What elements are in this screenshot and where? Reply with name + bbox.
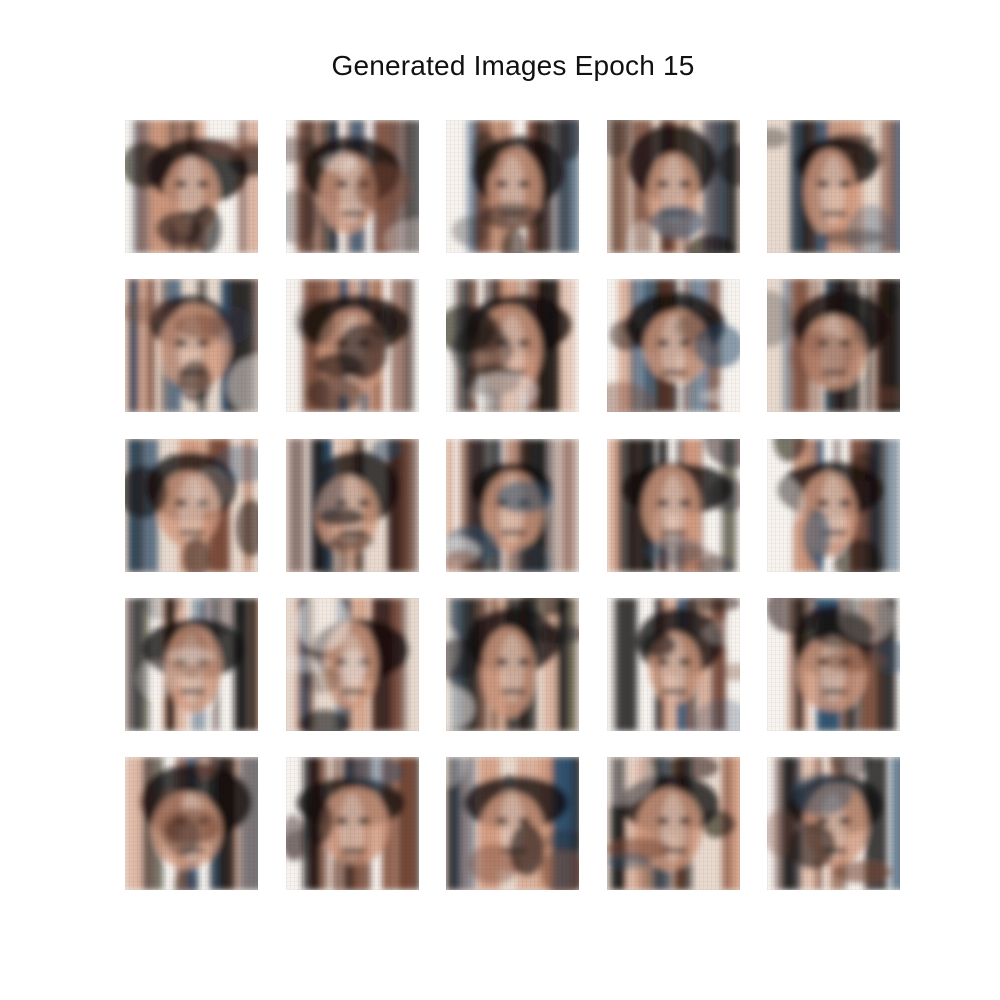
generated-face-tile <box>767 120 900 253</box>
generated-face-tile <box>125 438 258 572</box>
generated-face-tile <box>285 438 419 572</box>
generated-face-tile <box>285 597 419 731</box>
generated-face-image <box>446 120 579 253</box>
generated-face-tile <box>767 597 900 731</box>
generated-face-image <box>446 438 579 572</box>
generated-face-tile <box>125 279 258 413</box>
generated-face-tile <box>767 438 900 572</box>
generated-face-image <box>606 757 740 890</box>
generated-face-image <box>285 438 419 572</box>
generated-face-image <box>125 120 258 253</box>
generated-face-tile <box>285 757 419 890</box>
generated-face-image <box>446 597 579 731</box>
generated-face-tile <box>446 120 579 253</box>
generated-face-image <box>446 279 579 413</box>
generated-face-tile <box>446 597 579 731</box>
generated-face-image <box>767 120 900 253</box>
generated-face-image <box>767 279 900 413</box>
generated-face-tile <box>125 597 258 731</box>
generated-image-grid <box>125 120 900 890</box>
generated-face-tile <box>446 438 579 572</box>
generated-face-image <box>285 279 419 413</box>
generated-face-image <box>125 597 258 731</box>
generated-face-tile <box>446 757 579 890</box>
generated-face-tile <box>606 279 740 413</box>
generated-face-tile <box>285 120 419 253</box>
generated-face-tile <box>606 120 740 253</box>
generated-face-image <box>285 120 419 253</box>
generated-face-tile <box>606 597 740 731</box>
generated-face-image <box>767 597 900 731</box>
generated-face-image <box>125 438 258 572</box>
generated-face-image <box>285 597 419 731</box>
generated-face-image <box>606 120 740 253</box>
generated-face-tile <box>767 757 900 890</box>
generated-face-image <box>125 757 258 890</box>
generated-face-tile <box>285 279 419 413</box>
generated-face-image <box>606 597 740 731</box>
generated-face-tile <box>767 279 900 413</box>
generated-face-image <box>446 757 579 890</box>
generated-face-tile <box>125 757 258 890</box>
generated-face-image <box>767 757 900 890</box>
generated-face-tile <box>125 120 258 253</box>
figure-title: Generated Images Epoch 15 <box>331 50 695 81</box>
generated-face-image <box>125 279 258 413</box>
generated-face-image <box>606 279 740 413</box>
generated-face-image <box>285 757 419 890</box>
generated-face-image <box>767 438 900 572</box>
generated-face-tile <box>446 279 579 413</box>
generated-face-tile <box>606 438 740 572</box>
generated-face-image <box>606 438 740 572</box>
generated-face-tile <box>606 757 740 890</box>
